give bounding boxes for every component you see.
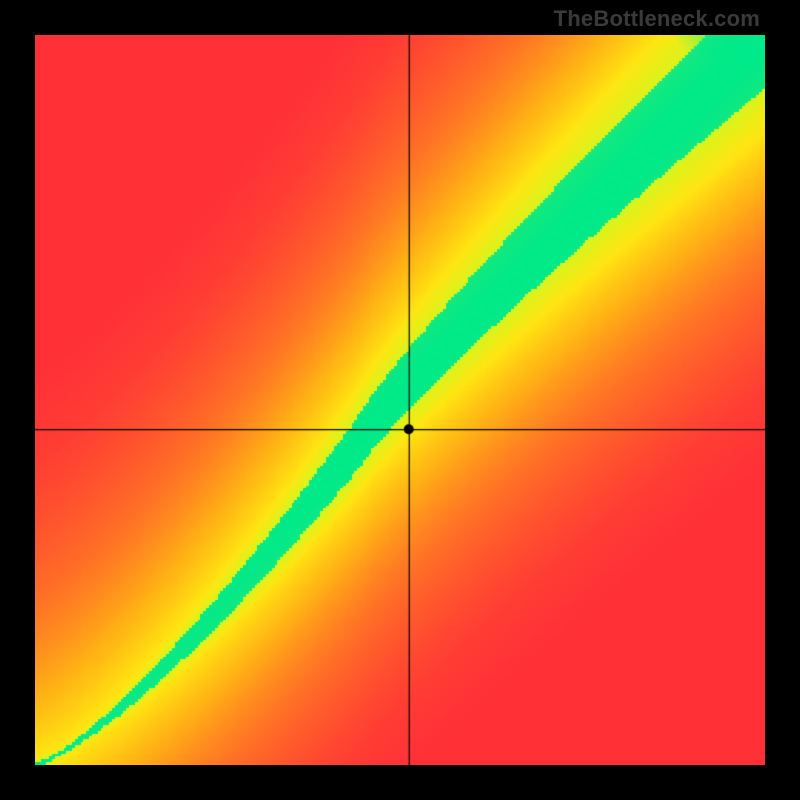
chart-container: TheBottleneck.com — [0, 0, 800, 800]
plot-area — [35, 35, 765, 765]
heatmap-canvas — [35, 35, 765, 765]
watermark-text: TheBottleneck.com — [554, 6, 760, 32]
